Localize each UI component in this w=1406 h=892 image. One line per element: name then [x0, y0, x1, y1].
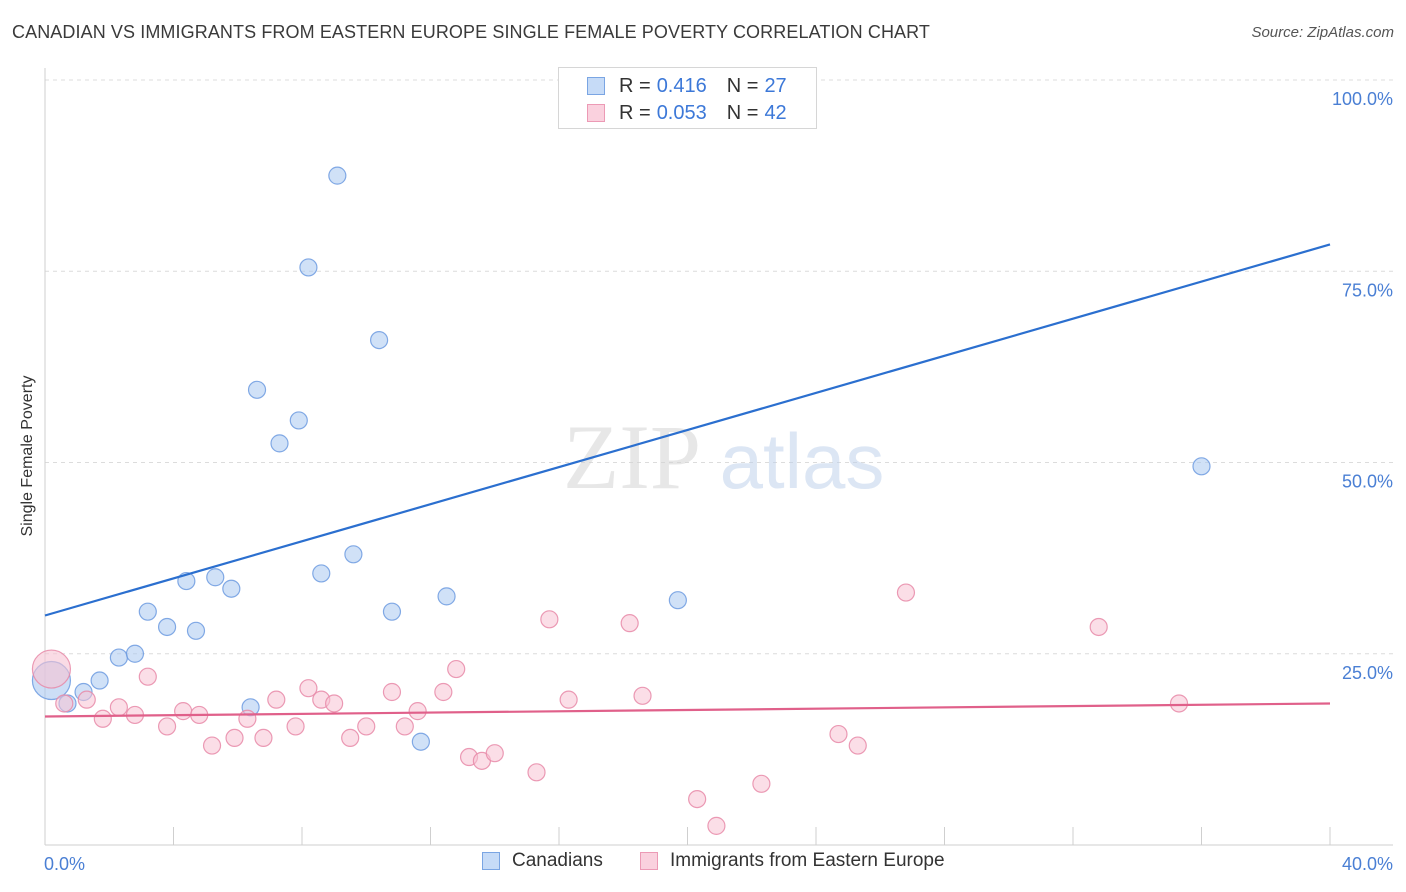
grid-lines	[45, 79, 1393, 655]
immigrants-point	[688, 789, 707, 809]
legend-label-canadians: Canadians	[512, 850, 603, 871]
x-tick-label-min: 0.0%	[44, 854, 85, 874]
n-value: 27	[764, 74, 787, 97]
canadians-point	[109, 648, 128, 667]
r-value: 0.416	[656, 74, 707, 97]
canadians-swatch	[587, 77, 605, 95]
n-value: 42	[764, 101, 787, 124]
immigrants-point	[31, 649, 72, 689]
immigrants-point	[1169, 694, 1189, 713]
immigrants-point	[527, 763, 546, 782]
y-tick-label: 100.0%	[1332, 89, 1393, 109]
r-label: R =	[619, 101, 651, 124]
immigrants-point	[299, 679, 318, 698]
immigrants-point	[286, 717, 305, 736]
immigrants-point	[896, 583, 916, 602]
immigrants-point	[55, 694, 74, 713]
canadians-point	[186, 621, 206, 640]
immigrants-point	[485, 744, 504, 763]
canadians-point	[289, 411, 308, 430]
immigrants-point	[77, 690, 96, 709]
stats-legend: R = 0.416 N = 27 R = 0.053 N = 42	[558, 67, 817, 129]
canadians-point	[411, 732, 430, 751]
r-label: R =	[619, 74, 651, 97]
canadians-point	[222, 579, 241, 598]
immigrants-point	[559, 690, 578, 709]
source-label: Source: ZipAtlas.com	[1251, 24, 1394, 41]
immigrants-point	[202, 736, 222, 755]
trend-lines	[44, 243, 1331, 718]
canadians-point	[157, 617, 177, 637]
immigrants-point	[138, 667, 157, 686]
immigrants-legend-swatch	[640, 852, 658, 870]
immigrants-point	[157, 717, 177, 736]
immigrants-point	[267, 690, 286, 709]
n-label: N =	[726, 101, 759, 124]
immigrants-point	[225, 728, 244, 748]
canadians-point	[125, 644, 145, 663]
canadians-point	[206, 568, 225, 587]
canadians-point	[328, 166, 347, 185]
canadians-legend-swatch	[482, 852, 500, 870]
legend-item-immigrants: Immigrants from Eastern Europe	[640, 850, 945, 872]
immigrants-point	[382, 682, 402, 702]
y-tick-label: 50.0%	[1342, 472, 1393, 492]
y-tick-label: 75.0%	[1342, 280, 1393, 300]
immigrants-point	[254, 728, 273, 748]
y-tick-label: 25.0%	[1342, 663, 1393, 683]
watermark-zip: ZIP	[563, 406, 701, 508]
immigrants-point	[408, 702, 427, 721]
legend-item-canadians: Canadians	[482, 850, 603, 872]
immigrants-point	[434, 682, 453, 702]
immigrants-point	[341, 728, 360, 748]
canadians-point	[344, 545, 363, 564]
stats-legend-row-immigrants: R = 0.053 N = 42	[559, 100, 787, 126]
immigrants-point	[109, 698, 128, 717]
watermark-atlas: atlas	[720, 417, 885, 505]
stats-legend-row-canadians: R = 0.416 N = 27	[559, 73, 787, 99]
canadians-point	[90, 671, 109, 690]
immigrants-point	[447, 659, 466, 679]
canadians-point	[312, 564, 331, 583]
immigrants-swatch	[587, 104, 605, 122]
immigrants-point	[325, 694, 344, 713]
canadians-point	[382, 602, 402, 621]
immigrants-point	[620, 614, 639, 633]
immigrants-point	[395, 717, 414, 736]
canadians-point	[668, 591, 687, 610]
immigrants-point	[1089, 617, 1108, 637]
immigrants-point	[238, 709, 257, 728]
immigrants-trend-line	[44, 702, 1331, 718]
x-tick-label-max: 40.0%	[1342, 854, 1393, 874]
canadians-point	[1192, 457, 1211, 476]
immigrants-point	[707, 816, 726, 835]
immigrants-point	[633, 686, 652, 705]
y-tick-labels: 25.0% 50.0% 75.0% 100.0%	[1332, 89, 1393, 683]
chart-title: CANADIAN VS IMMIGRANTS FROM EASTERN EURO…	[12, 22, 931, 42]
canadians-point	[370, 331, 389, 350]
canadians-point	[437, 587, 456, 606]
canadians-trend-line	[44, 243, 1331, 617]
immigrants-point	[752, 774, 771, 793]
immigrants-point	[540, 610, 559, 629]
canadians-point	[138, 602, 157, 621]
immigrants-point	[357, 717, 376, 736]
canadians-point	[270, 434, 289, 453]
canadians-point	[299, 258, 318, 277]
series-legend: Canadians Immigrants from Eastern Europe	[0, 850, 1406, 878]
immigrants-point	[848, 736, 867, 755]
canadians-point	[247, 380, 267, 399]
immigrants-point	[93, 709, 112, 728]
immigrants-point	[174, 702, 193, 721]
immigrants-point	[829, 724, 848, 744]
legend-label-immigrants: Immigrants from Eastern Europe	[670, 850, 945, 871]
n-label: N =	[726, 74, 759, 97]
r-value: 0.053	[656, 101, 707, 124]
